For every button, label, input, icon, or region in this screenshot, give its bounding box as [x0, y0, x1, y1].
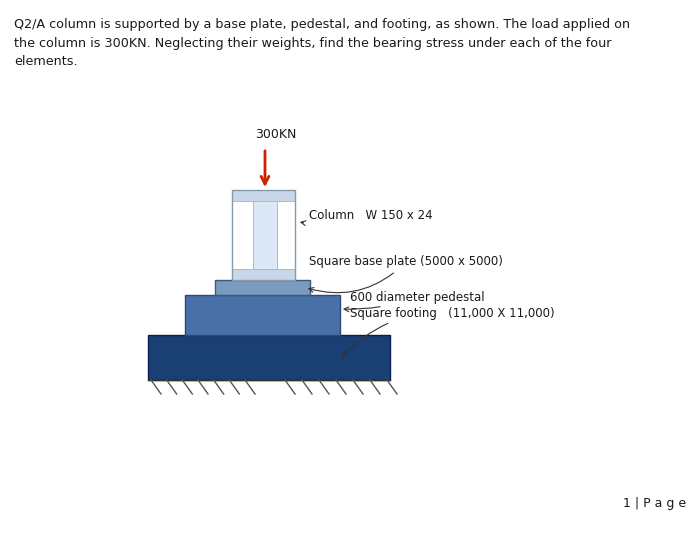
Bar: [232, 269, 295, 280]
Text: Square base plate (5000 x 5000): Square base plate (5000 x 5000): [309, 256, 503, 293]
Bar: [148, 335, 390, 380]
Text: Q2/A column is supported by a base plate, pedestal, and footing, as shown. The l: Q2/A column is supported by a base plate…: [14, 18, 630, 68]
Bar: [232, 190, 295, 201]
Text: 300KN: 300KN: [255, 128, 296, 141]
Bar: [215, 280, 310, 295]
Bar: [253, 190, 277, 280]
Text: Column   W 150 x 24: Column W 150 x 24: [301, 209, 433, 226]
Text: 600 diameter pedestal: 600 diameter pedestal: [344, 291, 484, 311]
Text: Square footing   (11,000 X 11,000): Square footing (11,000 X 11,000): [343, 307, 554, 357]
Bar: [232, 190, 295, 280]
Bar: [185, 295, 340, 335]
Text: 1 | P a g e: 1 | P a g e: [623, 497, 686, 510]
